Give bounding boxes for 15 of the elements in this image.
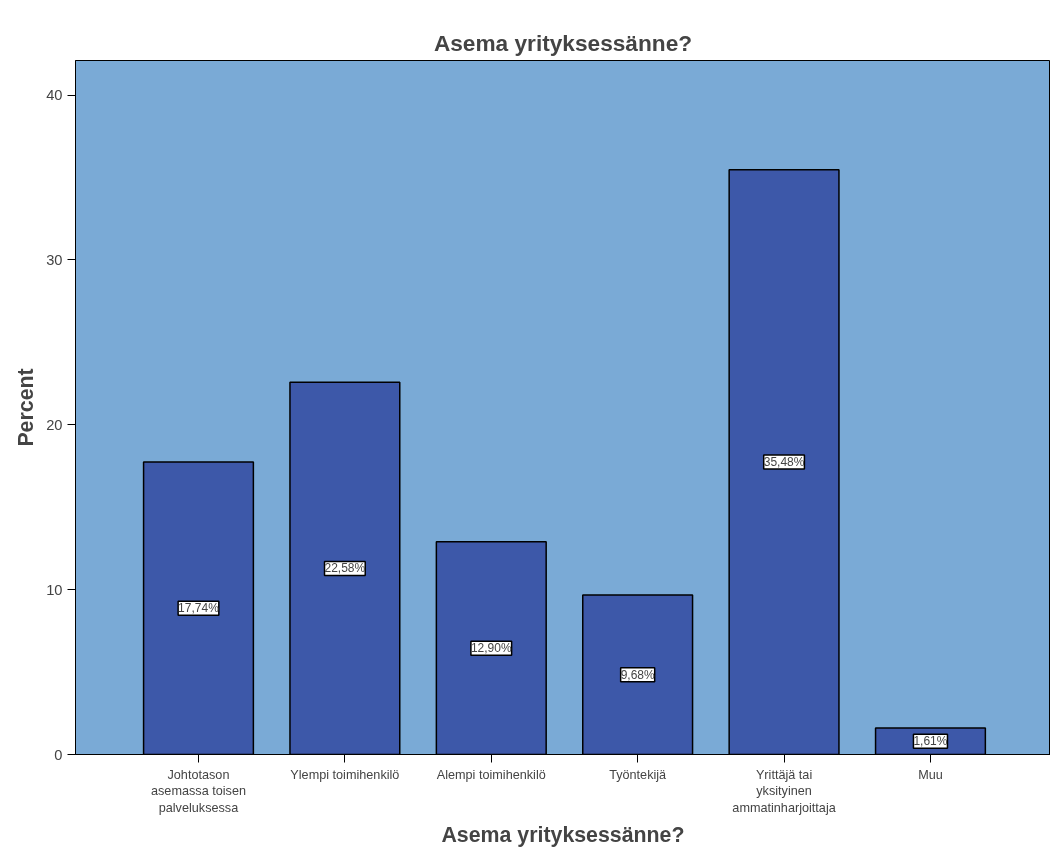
chart-title: Asema yrityksessänne? [433, 29, 693, 56]
x-tick-label: Työntekijä [609, 767, 668, 782]
x-axis-title: Asema yrityksessänne? [441, 823, 685, 848]
y-tick-label: 30 [46, 251, 63, 268]
data-label: 1,61% [913, 734, 948, 749]
x-tick-label: Muu [918, 767, 943, 782]
x-tick-label: Yrittäjä tai yksityinen ammatinharjoittaja [732, 767, 837, 816]
x-tick-label: Johtotason asemassa toisen palveluksessa [150, 767, 246, 816]
y-axis-title: Percent [14, 368, 39, 447]
x-tick-label: Ylempi toimihenkilö [290, 767, 400, 782]
x-tick-label: Alempi toimihenkilö [436, 767, 546, 782]
y-tick-label: 40 [46, 87, 63, 104]
y-tick-label: 10 [46, 581, 63, 598]
y-tick-label: 0 [54, 746, 63, 763]
y-tick-label: 20 [46, 416, 63, 433]
